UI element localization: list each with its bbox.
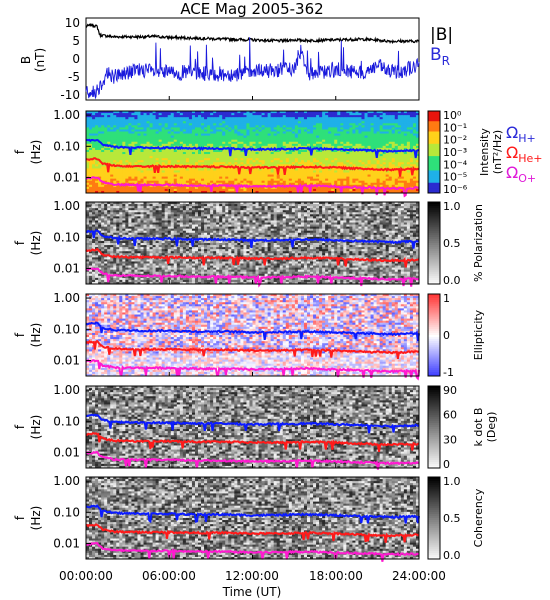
colorbar-tick-label: 10⁻⁴ <box>443 158 468 171</box>
freq-tick-label: 0.01 <box>53 171 80 185</box>
colorbar-tick-label: 10⁻¹ <box>443 121 467 134</box>
colorbar-tick-label: 10⁻⁶ <box>443 183 468 196</box>
colorbar-tick-label: 10⁻² <box>443 134 467 147</box>
bfield-ytick: -5 <box>68 70 80 84</box>
legend-radial-field: BR <box>430 45 450 68</box>
bfield-ytick: -10 <box>60 88 80 102</box>
colorbar-tick-label: 10⁻³ <box>443 146 467 159</box>
legend-total-field: |B| <box>430 25 453 45</box>
bfield-yticks: 10 5 0 -5 -10 <box>60 16 80 102</box>
legend-radial-main: B <box>430 45 442 65</box>
legend-radial-sub: R <box>442 54 450 68</box>
freq-tick-label: 0.10 <box>53 139 80 153</box>
panel-ylabel: f <box>13 149 27 154</box>
colorbar-tick-label: 10⁰ <box>443 109 462 122</box>
colorbar-label: Intensity <box>478 128 491 176</box>
colorbar-tick-label: 10⁻⁵ <box>443 171 467 184</box>
intensity-heatmap <box>86 111 419 193</box>
bfield-ytick: 0 <box>72 52 80 66</box>
bfield-ylabel: B <box>19 56 33 64</box>
panel-polarization: 1.000.100.01f (Hz)1.00.50.0% Polarization <box>13 199 485 287</box>
panel-ylabel-units: (Hz) <box>29 140 43 165</box>
colorbar-units: (nT²/Hz) <box>491 130 504 174</box>
bfield-ytick: 5 <box>72 34 80 48</box>
intensity-colorbar: 10⁰10⁻¹10⁻²10⁻³10⁻⁴10⁻⁵10⁻⁶ Intensity (nT²… <box>428 109 504 196</box>
bfield-ytick: 10 <box>65 16 80 30</box>
panel-bfield: 10 5 0 -5 -10 B (nT) |B| BR <box>19 16 453 102</box>
bfield-ylabel-units: (nT) <box>33 48 47 72</box>
panel-intensity: 1.00 0.10 0.01 f (Hz) 10⁰10⁻¹10⁻²10⁻³10⁻⁴10⁻⁵… <box>13 108 504 196</box>
figure-title: ACE Mag 2005-362 <box>180 0 323 18</box>
freq-tick-label: 1.00 <box>53 108 80 122</box>
